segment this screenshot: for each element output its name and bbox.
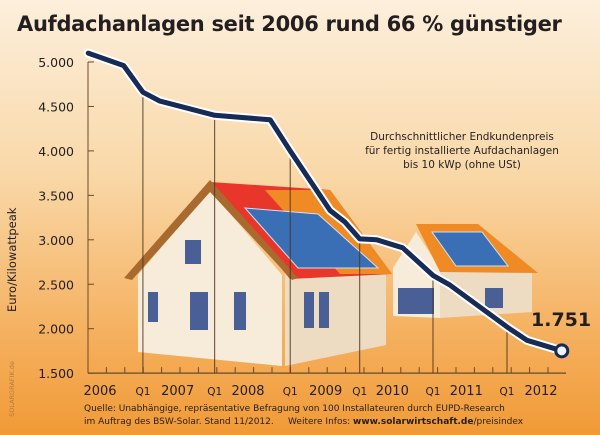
- x-tick-label: Q1: [426, 386, 441, 398]
- y-axis-label: Euro/Kilowattpeak: [5, 207, 19, 312]
- x-tick-label: 2008: [231, 384, 264, 399]
- y-tick-label: 3.000: [38, 233, 74, 248]
- axes: 5.000 4.500 4.000 3.500 3.000 2.500 2.000 1.500…: [38, 55, 566, 399]
- x-tick-label: Q1: [135, 386, 150, 398]
- price-series: [83, 48, 570, 359]
- y-tick-label: 1.500: [38, 366, 74, 381]
- window: [319, 292, 329, 328]
- x-tick-label: 2012: [524, 384, 557, 399]
- y-tick-label: 4.500: [38, 99, 74, 114]
- big-house-side-wall: [285, 272, 386, 366]
- source-line-1: Quelle: Unabhängige, repräsentative Befr…: [84, 404, 505, 414]
- window: [148, 292, 158, 322]
- credit-watermark: SOLARGRAFIK.de: [8, 361, 16, 417]
- last-data-point-marker: [554, 343, 570, 359]
- y-tick-label: 3.500: [38, 188, 74, 203]
- source-link[interactable]: www.solarwirtschaft.de: [353, 417, 474, 427]
- x-tick-label: 2007: [161, 384, 194, 399]
- source-note: Quelle: Unabhängige, repräsentative Befr…: [84, 403, 523, 429]
- solar-panels-big: [243, 207, 380, 269]
- source-line-2: im Auftrag des BSW-Solar. Stand 11/2012.…: [84, 416, 523, 429]
- x-tick-label: Q1: [500, 386, 515, 398]
- window: [398, 288, 434, 314]
- solar-panels-small: [431, 231, 510, 267]
- x-tick-label: 2010: [376, 384, 409, 399]
- window: [304, 292, 314, 328]
- last-value-label: 1.751: [531, 309, 592, 331]
- q1-guide-lines: [142, 92, 508, 374]
- y-tick-label: 5.000: [38, 55, 74, 70]
- note-line: Durchschnittlicher Endkundenpreis: [370, 131, 554, 143]
- window: [185, 240, 201, 264]
- x-tick-label: 2009: [309, 384, 342, 399]
- chart-title: Aufdachanlagen seit 2006 rund 66 % günst…: [17, 12, 562, 36]
- x-tick-label: Q1: [352, 386, 367, 398]
- y-tick-label: 2.500: [38, 277, 74, 292]
- note-line: für fertig installierte Aufdachanlagen: [365, 145, 559, 157]
- houses-illustration: [124, 180, 538, 366]
- x-tick-label: Q1: [207, 386, 222, 398]
- door: [190, 292, 208, 330]
- x-tick-label: 2011: [450, 384, 483, 399]
- note-line: bis 10 kWp (ohne USt): [403, 159, 521, 171]
- window: [485, 288, 503, 308]
- chart-description: Durchschnittlicher Endkundenpreis für fe…: [332, 130, 592, 172]
- y-tick-label: 2.000: [38, 322, 74, 337]
- y-tick-label: 4.000: [38, 144, 74, 159]
- window: [234, 292, 246, 330]
- x-tick-label: Q1: [283, 386, 298, 398]
- source-text: im Auftrag des BSW-Solar. Stand 11/2012.…: [84, 417, 354, 427]
- x-tick-label: 2006: [83, 384, 116, 399]
- source-link-path[interactable]: /preisindex: [473, 417, 524, 427]
